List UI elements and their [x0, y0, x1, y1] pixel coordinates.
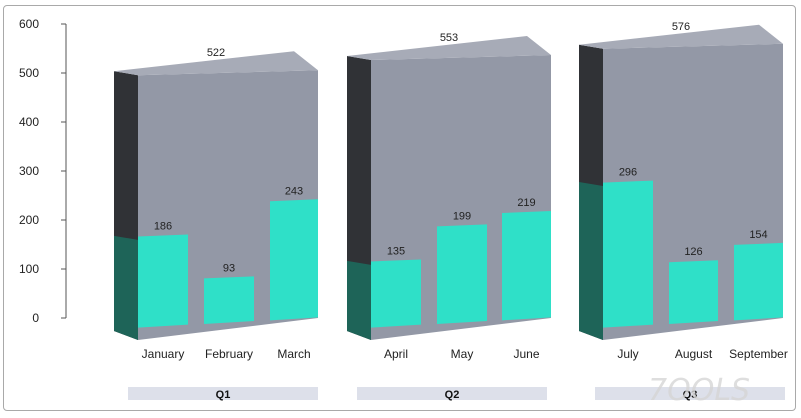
- quarter-band: [128, 387, 318, 400]
- y-tick-label: 500: [19, 66, 39, 80]
- month-bar-april: [371, 259, 421, 328]
- month-category-label: April: [384, 347, 408, 361]
- month-category-label: January: [142, 347, 185, 361]
- total-bar-top: [114, 51, 318, 76]
- y-tick-label: 200: [19, 213, 39, 227]
- month-category-label: August: [675, 347, 713, 361]
- total-value-label: 576: [672, 21, 690, 33]
- total-value-label: 522: [207, 47, 225, 59]
- month-value-label: 186: [154, 220, 172, 232]
- y-tick-label: 300: [19, 164, 39, 178]
- month-bar-february: [204, 276, 254, 324]
- total-bar-top: [347, 36, 551, 61]
- month-value-label: 135: [387, 245, 405, 257]
- month-value-label: 199: [453, 210, 471, 222]
- month-bar-side: [579, 181, 603, 340]
- month-bar-september: [734, 242, 783, 321]
- watermark-logo: 7OOLS: [648, 373, 750, 408]
- label-layer: 522 186 January 93 February 243 March Q1 553 135 A…: [128, 21, 788, 401]
- month-bar-may: [437, 224, 487, 324]
- month-category-label: July: [617, 347, 638, 361]
- month-bar-june: [502, 211, 551, 321]
- quarter-group-q1: [114, 51, 318, 340]
- quarter-group-q3: [579, 24, 783, 340]
- month-value-label: 93: [223, 262, 235, 274]
- month-bar-august: [669, 260, 718, 324]
- month-bar-january: [138, 234, 188, 328]
- total-bar-top: [579, 24, 783, 49]
- bar-layer: [114, 24, 783, 340]
- y-axis: 0 100 200 300 400 500 600: [19, 17, 67, 325]
- month-value-label: 243: [285, 185, 303, 197]
- month-bar-march: [270, 199, 318, 321]
- y-tick-label: 100: [19, 262, 39, 276]
- month-category-label: February: [205, 347, 253, 361]
- month-bar-july: [603, 180, 653, 328]
- month-value-label: 126: [684, 246, 702, 258]
- month-value-label: 219: [517, 197, 535, 209]
- month-value-label: 296: [619, 167, 637, 179]
- quarter-band: [595, 387, 785, 400]
- y-tick-label: 600: [19, 17, 39, 31]
- quarter-band: [357, 387, 547, 400]
- month-category-label: September: [729, 347, 788, 361]
- total-value-label: 553: [440, 32, 458, 44]
- month-category-label: May: [451, 347, 474, 361]
- month-bar-side: [347, 260, 371, 340]
- y-tick-label: 400: [19, 115, 39, 129]
- quarter-label: Q3: [683, 389, 698, 401]
- month-value-label: 154: [749, 229, 767, 241]
- month-category-label: March: [277, 347, 310, 361]
- month-category-label: June: [513, 347, 539, 361]
- y-tick-label: 0: [32, 311, 39, 325]
- quarter-label: Q2: [445, 389, 460, 401]
- quarter-group-q2: [347, 36, 551, 340]
- month-bar-side: [114, 235, 138, 340]
- quarter-label: Q1: [216, 389, 231, 401]
